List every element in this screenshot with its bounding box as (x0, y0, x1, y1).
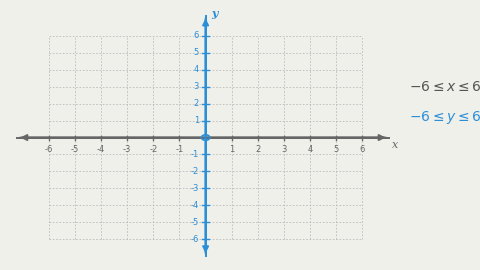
Text: -1: -1 (191, 150, 199, 159)
Text: -4: -4 (191, 201, 199, 210)
Text: y: y (211, 8, 218, 19)
Text: $-6 \leq x \leq 6$: $-6 \leq x \leq 6$ (409, 80, 480, 94)
Text: -6: -6 (45, 145, 53, 154)
Text: -5: -5 (71, 145, 79, 154)
Text: 5: 5 (334, 145, 339, 154)
Text: -2: -2 (191, 167, 199, 176)
Text: 1: 1 (229, 145, 234, 154)
Text: 1: 1 (194, 116, 199, 125)
Text: 6: 6 (194, 31, 199, 40)
Text: 6: 6 (360, 145, 365, 154)
Text: 2: 2 (255, 145, 261, 154)
Text: -1: -1 (175, 145, 183, 154)
Text: -3: -3 (191, 184, 199, 193)
Text: 2: 2 (194, 99, 199, 108)
Text: -2: -2 (149, 145, 157, 154)
Text: x: x (393, 140, 399, 150)
Text: 3: 3 (281, 145, 287, 154)
Text: -5: -5 (191, 218, 199, 227)
Text: 3: 3 (194, 82, 199, 91)
Text: 4: 4 (308, 145, 313, 154)
Text: 5: 5 (194, 48, 199, 57)
Text: -6: -6 (191, 235, 199, 244)
Text: -4: -4 (97, 145, 105, 154)
Text: 4: 4 (194, 65, 199, 74)
Text: -3: -3 (123, 145, 132, 154)
Text: $-6 \leq y \leq 6$: $-6 \leq y \leq 6$ (409, 109, 480, 126)
